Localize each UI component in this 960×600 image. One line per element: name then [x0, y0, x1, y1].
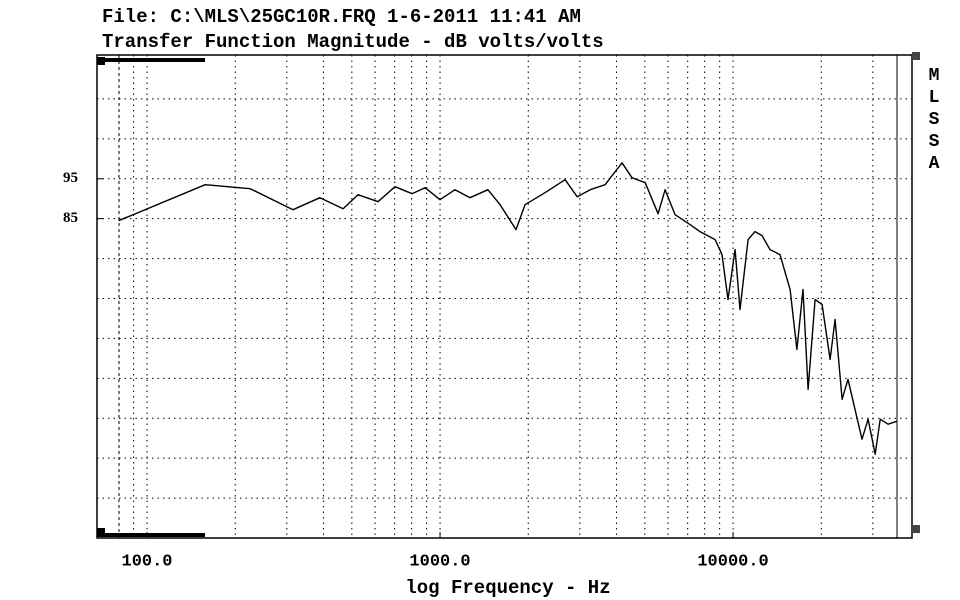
side-label: MLSSA	[924, 66, 944, 176]
corner-marker	[912, 525, 920, 533]
y-tick-label: 85	[63, 210, 78, 226]
corner-marker	[97, 528, 105, 536]
corner-marker	[912, 52, 920, 60]
chart-subtitle: Transfer Function Magnitude - dB volts/v…	[102, 31, 604, 53]
chart-title: File: C:\MLS\25GC10R.FRQ 1-6-2011 11:41 …	[102, 6, 581, 28]
x-tick-label: 1000.0	[409, 552, 470, 571]
x-tick-label: 100.0	[122, 552, 173, 571]
plot-frame	[96, 54, 913, 539]
x-tick-label: 10000.0	[697, 552, 768, 571]
y-tick-label: 95	[63, 170, 78, 186]
corner-marker	[97, 57, 105, 65]
x-axis-label: log Frequency - Hz	[405, 577, 610, 599]
frame-marker	[97, 533, 205, 537]
data-line	[118, 162, 898, 455]
frame-marker	[97, 58, 205, 62]
